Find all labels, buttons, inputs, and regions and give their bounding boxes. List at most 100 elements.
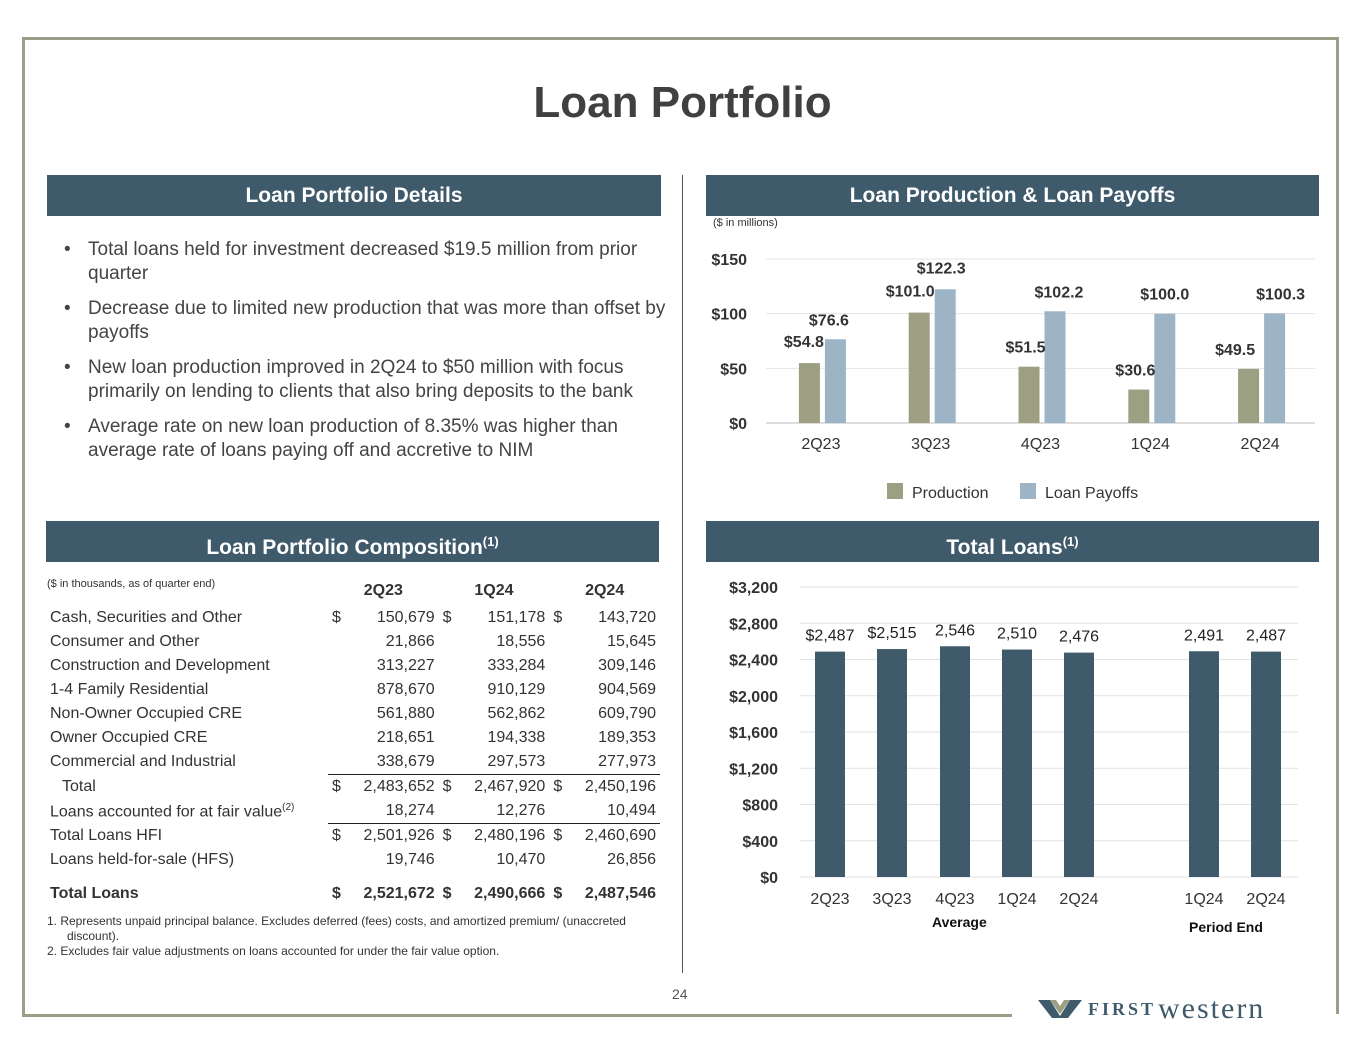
data-label-payoffs: $76.6 [809, 312, 849, 329]
dollar-sign [328, 702, 346, 726]
cell-value: 10,470 [496, 851, 546, 868]
bar-total-loans [1002, 649, 1032, 877]
table-row: Total Loans $2,521,672 $2,490,666 $2,487,54… [46, 872, 660, 906]
cell-value: 277,973 [598, 753, 656, 770]
data-label-payoffs: $102.2 [1035, 284, 1084, 301]
composition-header-text: Loan Portfolio Composition [206, 536, 483, 559]
dollar-sign [328, 726, 346, 750]
table-row: Total $2,483,652 $2,467,920 $2,450,196 [46, 774, 660, 799]
col-header: 2Q23 [363, 582, 403, 599]
dollar-sign [328, 654, 346, 678]
dollar-sign [439, 848, 457, 872]
data-label-production: $54.8 [784, 334, 824, 351]
dollar-sign [549, 630, 567, 654]
bar-production [908, 312, 930, 423]
legend-swatch [1020, 483, 1036, 499]
y-tick-label: $0 [760, 870, 778, 887]
dollar-sign [439, 654, 457, 678]
legend-swatch [887, 483, 903, 499]
production-header: Loan Production & Loan Payoffs [706, 175, 1319, 216]
cell-value: 333,284 [487, 657, 546, 674]
bar-loan-payoffs [1264, 313, 1286, 423]
data-label: $2,487 [806, 628, 855, 645]
details-header: Loan Portfolio Details [47, 175, 661, 216]
data-label: 2,510 [997, 626, 1037, 643]
slide-frame-bottom [22, 1014, 1012, 1017]
dollar-sign [328, 678, 346, 702]
y-tick-label: $0 [729, 416, 747, 433]
y-tick-label: $100 [711, 307, 747, 324]
row-label: Total Loans HFI [50, 826, 163, 844]
cell-value: 609,790 [598, 705, 656, 722]
data-label-payoffs: $100.0 [1140, 287, 1189, 304]
x-tick-label: 2Q23 [801, 436, 840, 453]
cell-value: 904,569 [598, 681, 656, 698]
data-label: $2,515 [868, 625, 917, 642]
dollar-sign: $ [438, 774, 457, 799]
row-label: Loans held-for-sale (HFS) [50, 851, 235, 868]
table-row: Owner Occupied CRE 218,651 194,338 189,353 [46, 726, 660, 750]
table-row: Commercial and Industrial 338,679 297,573 2… [46, 750, 660, 775]
x-tick-label: 2Q24 [1059, 891, 1098, 908]
footnotes: 1. Represents unpaid principal balance. … [47, 914, 647, 959]
group-label-period-end: Period End [1189, 919, 1263, 935]
cell-value: 2,450,196 [567, 774, 660, 799]
dollar-sign [328, 799, 346, 824]
production-chart: $0 $50 $100 $150 2Q23 3Q23 4Q23 1Q24 2Q24 $54.8 $7… [711, 252, 1315, 502]
total-loans-chart: $0 $400 $800 $1,200 $1,600 $2,000 $2,400 $2,800… [729, 580, 1298, 908]
bar-loan-payoffs [824, 339, 846, 423]
page-number: 24 [672, 986, 688, 1002]
total-loans-header: Total Loans(1) [706, 521, 1319, 562]
bar-loan-payoffs [1154, 313, 1176, 423]
x-tick-label: 4Q23 [1021, 436, 1060, 453]
composition-table: 2Q23 1Q24 2Q24 Cash, Securities and Othe… [46, 576, 660, 906]
cell-value: 18,274 [385, 802, 435, 819]
bar-production [1018, 366, 1040, 423]
row-label: Consumer and Other [50, 633, 200, 650]
row-label: 1-4 Family Residential [50, 681, 209, 698]
cell-value: 194,338 [487, 729, 546, 746]
legend-label: Production [912, 485, 989, 502]
data-label: 2,476 [1059, 629, 1099, 646]
details-bullets: • Total loans held for investment decreas… [62, 238, 674, 474]
cell-value: 2,480,196 [456, 823, 550, 848]
table-row: Loans held-for-sale (HFS) 19,746 10,470 26,… [46, 848, 660, 872]
cell-value: 2,521,672 [363, 885, 435, 902]
total-loans-header-text: Total Loans [946, 536, 1063, 559]
data-label-production: $30.6 [1115, 363, 1155, 380]
cell-value: 561,880 [376, 705, 435, 722]
y-tick-label: $800 [742, 798, 778, 815]
table-row: Construction and Development 313,227 333,2… [46, 654, 660, 678]
dollar-sign [549, 654, 567, 678]
logo-first: FIRST [1088, 998, 1157, 1019]
dollar-sign [549, 750, 567, 775]
dollar-sign: $ [442, 609, 452, 626]
row-label: Construction and Development [50, 657, 270, 674]
bar-production [798, 363, 820, 423]
col-header: 1Q24 [474, 582, 514, 599]
y-tick-label: $1,200 [729, 761, 778, 778]
cell-value: 26,856 [607, 851, 656, 868]
dollar-sign [439, 630, 457, 654]
table-row: Non-Owner Occupied CRE 561,880 562,862 609,… [46, 702, 660, 726]
x-tick-label: 3Q23 [911, 436, 950, 453]
dollar-sign: $ [549, 823, 568, 848]
dollar-sign [549, 848, 567, 872]
data-label: 2,487 [1246, 628, 1286, 645]
cell-value: 218,651 [376, 729, 435, 746]
cell-value: 151,178 [487, 609, 546, 626]
bar-total-loans [940, 646, 970, 877]
cell-value: 2,483,652 [346, 774, 439, 799]
bullet-item: • Decrease due to limited new production … [64, 298, 666, 343]
data-label: 2,491 [1184, 627, 1224, 644]
bar-loan-payoffs [1044, 311, 1066, 423]
y-tick-label: $2,000 [729, 689, 778, 706]
footnote-2: 2. Excludes fair value adjustments on lo… [47, 944, 500, 958]
total-loans-header-sup: (1) [1062, 534, 1079, 549]
cell-value: 21,866 [385, 633, 435, 650]
composition-note: ($ in thousands, as of quarter end) [47, 578, 216, 590]
cell-value: 2,467,920 [456, 774, 550, 799]
dollar-sign [328, 848, 346, 872]
dollar-sign: $ [328, 774, 346, 799]
cell-value: 189,353 [598, 729, 656, 746]
